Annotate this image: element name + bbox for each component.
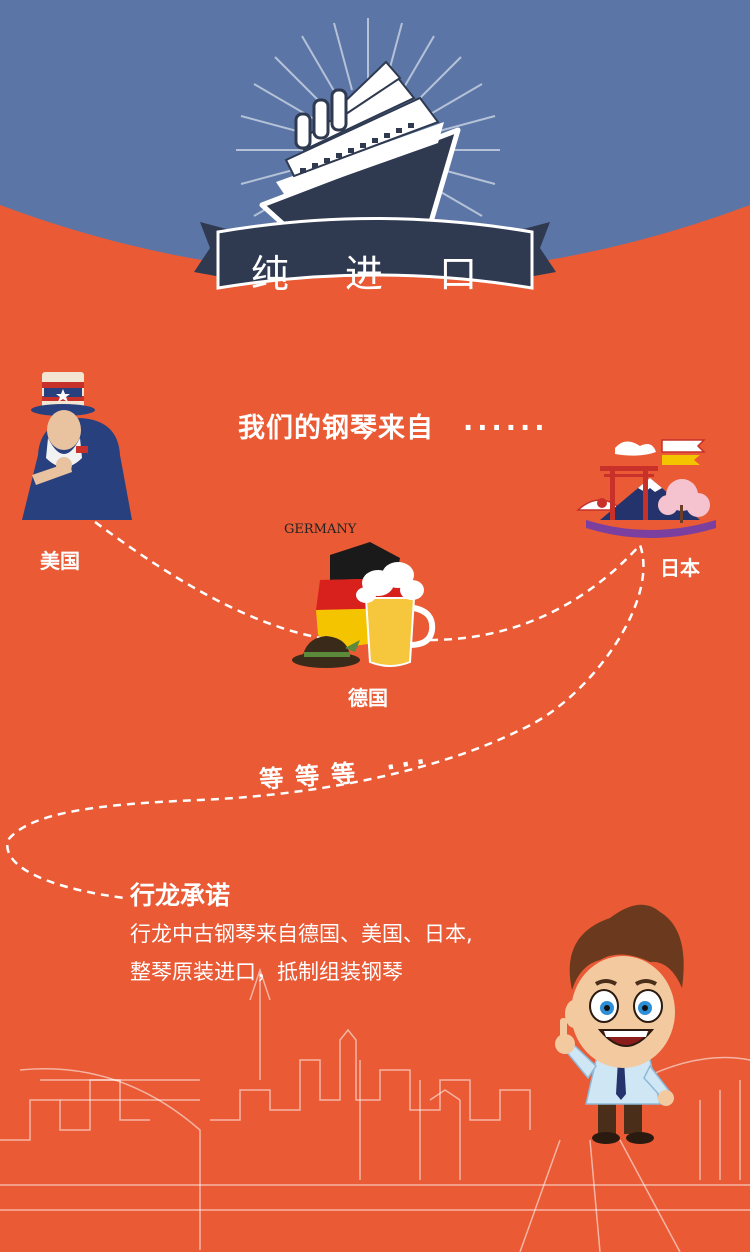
uncle-sam-illustration: [22, 372, 132, 520]
germany-illustration: [292, 542, 436, 668]
origin-subtitle-dots: ......: [463, 406, 549, 437]
promise-line-2: 整琴原装进口，抵制组装钢琴: [130, 960, 403, 984]
country-label-japan: 日本: [660, 556, 700, 580]
promise-line-1: 行龙中古钢琴来自德国、美国、日本,: [130, 922, 473, 946]
country-label-usa: 美国: [40, 549, 80, 573]
japan-illustration: [576, 439, 716, 538]
germany-caption: GERMANY: [284, 522, 357, 537]
route-dashed-line: [6, 520, 645, 900]
origin-subtitle: 我们的钢琴来自: [238, 413, 434, 444]
cartoon-boy-illustration: [555, 904, 684, 1144]
title-ribbon: [194, 217, 556, 290]
city-skyline: [0, 967, 750, 1252]
promise-title: 行龙承诺: [130, 881, 231, 910]
ship-icon: [259, 60, 461, 235]
country-label-germany: 德国: [348, 686, 388, 710]
banner-title: 纯 进 口: [250, 252, 500, 296]
